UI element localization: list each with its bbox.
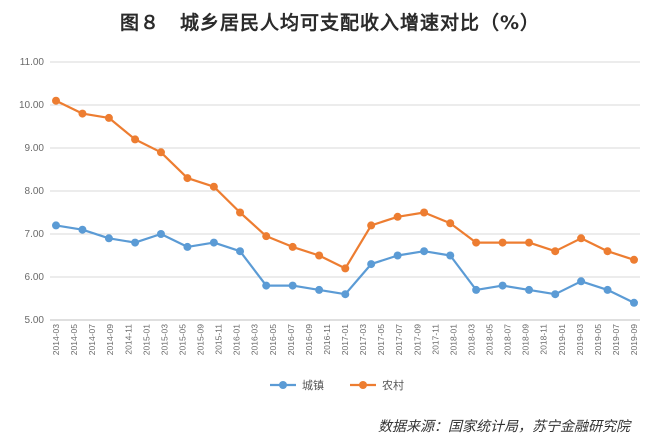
x-tick-label: 2016-11 — [322, 324, 332, 355]
data-point — [156, 148, 165, 157]
data-point — [367, 260, 376, 269]
data-point — [236, 208, 245, 217]
grid-lines — [50, 61, 640, 321]
data-point — [577, 234, 586, 243]
x-tick-label: 2016-01 — [232, 324, 242, 355]
data-point — [393, 251, 402, 260]
x-tick-label: 2015-03 — [159, 324, 169, 355]
data-point — [525, 285, 534, 294]
y-tick-label: 10.00 — [19, 100, 44, 111]
x-tick-label: 2019-05 — [593, 324, 603, 355]
x-tick-label: 2019-07 — [611, 324, 621, 355]
data-point — [315, 251, 324, 260]
y-tick-label: 9.00 — [25, 143, 45, 154]
data-point — [288, 242, 297, 251]
data-point — [498, 281, 507, 290]
data-point — [78, 225, 87, 234]
x-tick-label: 2014-05 — [69, 324, 79, 355]
data-point — [315, 285, 324, 294]
x-tick-label: 2018-01 — [448, 324, 458, 355]
legend-label: 城镇 — [302, 378, 324, 392]
data-point — [104, 234, 113, 243]
data-point — [104, 113, 113, 122]
series-line-1 — [55, 99, 635, 270]
x-tick-label: 2019-09 — [629, 324, 639, 355]
data-point — [630, 255, 638, 264]
data-point — [288, 281, 297, 290]
data-point — [420, 247, 429, 256]
data-point — [78, 109, 87, 118]
data-point — [183, 174, 192, 183]
x-tick-label: 2014-09 — [105, 324, 115, 355]
legend-label: 农村 — [382, 378, 404, 392]
x-tick-label: 2017-03 — [358, 324, 368, 355]
data-point — [472, 285, 481, 294]
data-point — [131, 238, 140, 247]
x-tick-label: 2014-11 — [123, 324, 133, 355]
data-point — [446, 251, 455, 260]
data-point — [156, 230, 165, 238]
data-point — [551, 290, 560, 299]
data-point — [52, 221, 60, 230]
x-tick-label: 2017-11 — [430, 324, 440, 355]
x-tick-label: 2016-09 — [304, 324, 314, 355]
x-tick-label: 2018-09 — [521, 324, 531, 355]
data-point — [603, 285, 612, 294]
y-tick-label: 7.00 — [25, 229, 45, 240]
data-point — [420, 208, 429, 217]
x-tick-label: 2015-05 — [177, 324, 187, 355]
data-point — [525, 238, 534, 247]
data-point — [446, 219, 455, 228]
x-axis-ticks: 2014-03 2014-05 2014-07 2014-09 2014-11 2015-… — [51, 324, 639, 355]
data-point — [131, 135, 140, 144]
data-point — [341, 264, 350, 273]
x-tick-label: 2019-03 — [575, 324, 585, 355]
x-tick-label: 2018-05 — [485, 324, 495, 355]
y-tick-label: 6.00 — [25, 272, 45, 283]
x-tick-label: 2017-07 — [394, 324, 404, 355]
x-tick-label: 2018-03 — [466, 324, 476, 355]
legend-marker — [279, 381, 287, 389]
x-tick-label: 2017-05 — [376, 324, 386, 355]
x-tick-label: 2014-07 — [87, 324, 97, 355]
data-point — [52, 96, 60, 105]
data-point — [577, 277, 586, 286]
legend: 城镇 农村 — [270, 378, 404, 392]
data-point — [209, 238, 218, 247]
x-tick-label: 2018-07 — [503, 324, 513, 355]
x-tick-label: 2014-03 — [51, 324, 61, 355]
data-point — [262, 281, 271, 290]
x-tick-label: 2017-09 — [412, 324, 422, 355]
data-point — [630, 298, 638, 307]
data-point — [603, 247, 612, 256]
chart-title: 图８ 城乡居民人均可支配收入增速对比（%） — [119, 12, 541, 34]
data-point — [262, 232, 271, 241]
x-tick-label: 2015-11 — [214, 324, 224, 355]
data-point — [551, 247, 560, 256]
x-tick-label: 2017-01 — [340, 324, 350, 355]
legend-marker — [359, 381, 367, 389]
series-group — [52, 96, 638, 307]
data-point — [183, 242, 192, 251]
y-tick-label: 8.00 — [25, 186, 45, 197]
y-tick-label: 5.00 — [25, 315, 45, 326]
x-tick-label: 2019-01 — [557, 324, 567, 355]
x-tick-label: 2016-07 — [286, 324, 296, 355]
source-note: 数据来源：国家统计局，苏宁金融研究院 — [378, 419, 630, 435]
data-point — [498, 238, 507, 247]
data-point — [393, 212, 402, 221]
data-point — [367, 221, 376, 230]
x-tick-label: 2018-11 — [539, 324, 549, 355]
y-axis-ticks: 5.00 6.00 7.00 8.00 9.00 10.00 11.00 — [19, 57, 44, 326]
data-point — [472, 238, 481, 247]
x-tick-label: 2016-05 — [268, 324, 278, 355]
x-tick-label: 2015-09 — [196, 324, 206, 355]
x-tick-label: 2015-01 — [141, 324, 151, 355]
y-tick-label: 11.00 — [20, 57, 45, 68]
data-point — [236, 247, 245, 256]
x-tick-label: 2016-03 — [250, 324, 260, 355]
data-point — [341, 290, 350, 299]
data-point — [209, 182, 218, 191]
